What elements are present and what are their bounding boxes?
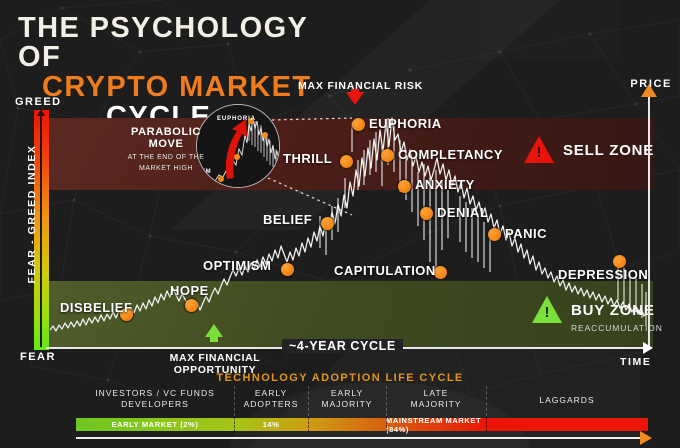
adoption-group-divider [234, 386, 235, 416]
price-axis-label: PRICE [630, 78, 672, 90]
adoption-group-line-1: EARLY [254, 388, 288, 398]
parabolic-sub-1: AT THE END OF THE [127, 153, 205, 161]
fear-greed-needle [40, 113, 42, 347]
stage-dot [434, 266, 447, 279]
adoption-bar: EARLY MARKET (2%) 14% MAINSTREAM MARKET (8… [76, 415, 648, 434]
stage-label: DISBELIEF [60, 300, 133, 315]
buy-zone-badge: ! BUY ZONE REACCUMULATION [532, 296, 663, 333]
parabolic-arrow-icon [225, 119, 247, 179]
adoption-segment-divider [234, 417, 235, 432]
stage-label: CAPITULATION [334, 263, 436, 278]
parabolic-move-callout: PARABOLIC MOVE AT THE END OF THE MARKET … [118, 126, 214, 173]
fear-label: FEAR [20, 351, 56, 363]
adoption-segment: EARLY MARKET (2%) [111, 420, 199, 429]
stage-dot [281, 263, 294, 276]
adoption-group-line-1: EARLY [330, 388, 364, 398]
adoption-group-line-2: MAJORITY [321, 399, 373, 410]
adoption-title: TECHNOLOGY ADOPTION LIFE CYCLE [216, 372, 464, 384]
fear-greed-axis-title: FEAR - GREED INDEX [26, 144, 38, 284]
warning-triangle-green-icon: ! [532, 296, 562, 323]
max-opportunity-arrow-up-icon [205, 324, 223, 337]
adoption-group-label: EARLY MAJORITY [308, 388, 386, 411]
max-risk-arrow-down-icon [346, 92, 364, 105]
adoption-group-line-2: ADOPTERS [243, 399, 299, 410]
buy-zone-sublabel: REACCUMULATION [571, 323, 663, 333]
warning-triangle-red-icon: ! [524, 136, 554, 163]
stage-dot [381, 149, 394, 162]
adoption-segment-divider [386, 417, 387, 432]
stage-dot [488, 228, 501, 241]
stage-dot [398, 180, 411, 193]
adoption-group-line-1: LAGGARDS [539, 395, 595, 405]
adoption-group-label: INVESTORS / VC FUNDS DEVELOPERS [76, 388, 234, 411]
price-axis-arrow-icon [641, 84, 657, 97]
max-financial-risk-label: MAX FINANCIAL RISK [298, 80, 424, 92]
adoption-segment [486, 418, 648, 431]
buy-zone-text-group: BUY ZONE REACCUMULATION [571, 296, 663, 333]
stage-label: COMPLETANCY [398, 147, 503, 162]
stage-dot [352, 118, 365, 131]
stage-dot [185, 299, 198, 312]
stage-dot [340, 155, 353, 168]
exclamation-glyph-green: ! [544, 304, 550, 321]
title-line-1: THE PSYCHOLOGY OF [18, 12, 308, 73]
parabolic-sub-2: MARKET HIGH [139, 164, 193, 172]
parabolic-heading-1: PARABOLIC [131, 126, 201, 138]
magnifier-bottom-label: EM [201, 169, 212, 175]
max-opportunity-line-1: MAX FINANCIAL [169, 352, 261, 364]
time-axis-arrow-icon [643, 342, 653, 354]
adoption-baseline-arrow-icon [640, 431, 652, 445]
adoption-group-label: LATE MAJORITY [386, 388, 486, 411]
buy-zone-label: BUY ZONE [571, 302, 655, 319]
stage-dot [120, 308, 133, 321]
max-financial-opportunity-label: MAX FINANCIAL OPPORTUNITY [150, 352, 280, 377]
magnified-chart [197, 105, 279, 187]
stage-label: HOPE [170, 283, 209, 298]
adoption-group-line-2: MAJORITY [410, 399, 462, 410]
greed-label: GREED [15, 96, 62, 108]
stage-dot [420, 207, 433, 220]
adoption-group-line-1: LATE [423, 388, 449, 398]
stage-dot [613, 255, 626, 268]
adoption-segment-divider [486, 417, 487, 432]
stage-label: THRILL [283, 151, 333, 166]
parabolic-heading-2: MOVE [148, 138, 184, 151]
adoption-segment-divider [308, 417, 309, 432]
adoption-segment: 14% [262, 420, 280, 429]
adoption-group-divider [386, 386, 387, 416]
stage-label: OPTIMISM [203, 258, 272, 273]
adoption-group-line-1: INVESTORS / VC FUNDS [95, 388, 215, 398]
stage-label: DEPRESSION [558, 267, 649, 282]
adoption-group-line-2: DEVELOPERS [121, 399, 189, 410]
adoption-group-divider [308, 386, 309, 416]
sell-zone-badge: ! SELL ZONE [524, 136, 654, 163]
adoption-group-label: EARLY ADOPTERS [234, 388, 308, 411]
stage-dot [321, 217, 334, 230]
sell-zone-label: SELL ZONE [563, 142, 655, 159]
max-opportunity-arrow-stem [210, 334, 218, 342]
magnifier-lens: EUPHORIA EM [196, 104, 280, 188]
stage-label: PANIC [505, 226, 547, 241]
max-opportunity-line-2: OPPORTUNITY [173, 364, 257, 377]
stage-label: ANXIETY [415, 177, 475, 192]
adoption-segment: MAINSTREAM MARKET (84%) [386, 415, 482, 434]
adoption-group-labels: INVESTORS / VC FUNDS DEVELOPERS EARLY ADOPT… [0, 388, 680, 414]
page-title: THE PSYCHOLOGY OF CRYPTO MARKET CYCLE [18, 14, 358, 133]
title-line-2: CRYPTO MARKET [42, 71, 312, 103]
stage-label: BELIEF [263, 212, 313, 227]
fear-greed-needle-head-icon [37, 109, 45, 116]
cycle-duration-label: ~4-YEAR CYCLE [282, 339, 403, 353]
time-axis-label: TIME [620, 356, 652, 368]
adoption-baseline [76, 437, 642, 439]
adoption-segment [308, 418, 386, 431]
stage-label: EUPHORIA [369, 116, 442, 131]
adoption-group-label: LAGGARDS [486, 395, 648, 406]
exclamation-glyph: ! [536, 144, 542, 161]
adoption-group-divider [486, 386, 487, 416]
magnifier-euphoria-label: EUPHORIA [217, 116, 256, 122]
stage-label: DENIAL [437, 205, 489, 220]
price-axis-line [648, 96, 650, 350]
